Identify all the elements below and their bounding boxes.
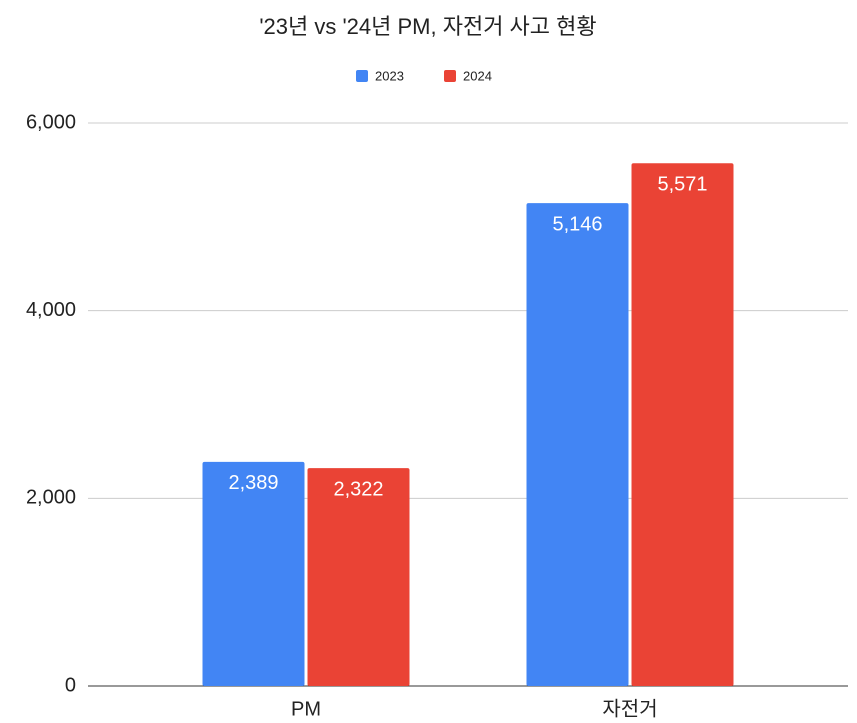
bar [526,203,629,686]
y-tick-label: 0 [65,674,76,696]
legend-label: 2024 [463,68,492,83]
bar [307,468,410,686]
value-label: 5,571 [657,174,707,196]
x-tick-label: PM [291,698,321,720]
legend-swatch [356,70,368,82]
y-tick-label: 6,000 [26,111,76,133]
legend-swatch [444,70,456,82]
y-tick-label: 4,000 [26,299,76,321]
value-label: 2,389 [228,472,278,494]
bar [202,461,305,686]
y-tick-label: 2,000 [26,487,76,509]
bar [631,163,734,686]
value-label: 2,322 [333,478,383,500]
legend-label: 2023 [375,68,404,83]
x-tick-label: 자전거 [602,697,657,720]
value-label: 5,146 [552,213,602,235]
chart-title: '23년 vs '24년 PM, 자전거 사고 현황 [259,14,596,39]
